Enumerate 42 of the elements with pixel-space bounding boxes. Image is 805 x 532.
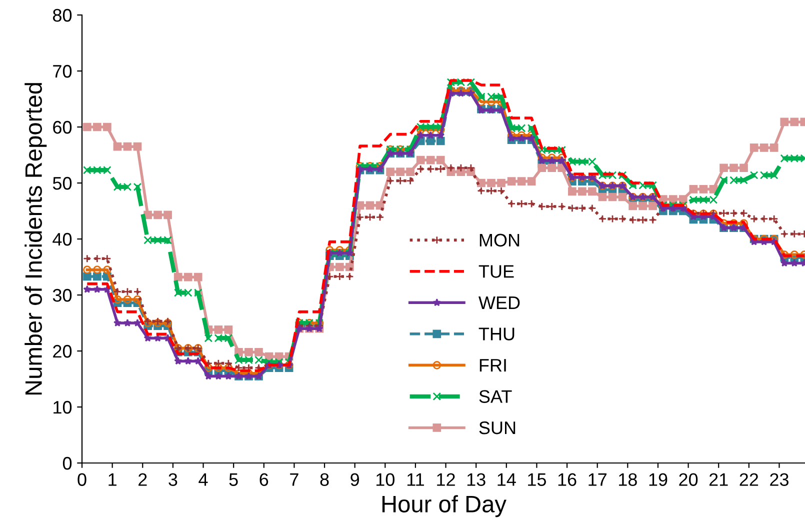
x-tick-label: 8 bbox=[320, 473, 329, 486]
y-tick-label: 20 bbox=[53, 344, 72, 358]
legend-label: SUN bbox=[479, 421, 516, 434]
legend-label: MON bbox=[480, 234, 520, 247]
y-tick-label: 10 bbox=[54, 400, 72, 414]
y-tick-label: 30 bbox=[52, 288, 72, 302]
y-tick-label: 80 bbox=[52, 8, 72, 22]
x-tick-label: 10 bbox=[376, 473, 394, 486]
x-tick-label: 3 bbox=[168, 473, 178, 486]
x-tick-label: 14 bbox=[498, 473, 516, 486]
legend-label: TUE bbox=[478, 265, 514, 278]
legend-label: FRI bbox=[480, 359, 506, 372]
x-tick-label: 23 bbox=[770, 473, 788, 486]
y-tick-label: 0 bbox=[62, 456, 72, 470]
x-tick-label: 16 bbox=[558, 473, 576, 486]
y-axis-title: Number of Incidents Reported bbox=[24, 83, 47, 395]
x-tick-label: 11 bbox=[407, 473, 424, 486]
x-tick-label: 17 bbox=[588, 473, 606, 486]
x-tick-label: 19 bbox=[649, 473, 668, 486]
y-tick-label: 70 bbox=[53, 64, 72, 78]
y-tick-label: 40 bbox=[52, 232, 72, 246]
legend-label: SAT bbox=[479, 390, 512, 403]
x-tick-label: 22 bbox=[740, 473, 758, 486]
x-tick-label: 5 bbox=[229, 473, 238, 486]
legend-label: THU bbox=[478, 328, 514, 340]
legend-label: WED bbox=[478, 296, 520, 309]
x-tick-label: 15 bbox=[528, 473, 546, 486]
x-tick-label: 2 bbox=[138, 473, 147, 486]
x-tick-label: 1 bbox=[108, 473, 116, 486]
x-tick-label: 12 bbox=[437, 473, 455, 486]
x-tick-label: 21 bbox=[709, 473, 728, 486]
x-tick-label: 20 bbox=[679, 473, 698, 486]
y-tick-label: 60 bbox=[53, 120, 72, 134]
x-tick-label: 18 bbox=[618, 473, 637, 486]
x-tick-label: 9 bbox=[350, 473, 359, 486]
x-tick-label: 7 bbox=[290, 473, 298, 486]
y-tick-label: 50 bbox=[52, 176, 72, 190]
x-tick-label: 13 bbox=[467, 473, 486, 486]
x-tick-label: 4 bbox=[198, 473, 208, 486]
x-tick-label: 6 bbox=[260, 473, 268, 486]
x-tick-label: 0 bbox=[78, 473, 86, 486]
x-axis-title: Hour of Day bbox=[382, 495, 506, 518]
